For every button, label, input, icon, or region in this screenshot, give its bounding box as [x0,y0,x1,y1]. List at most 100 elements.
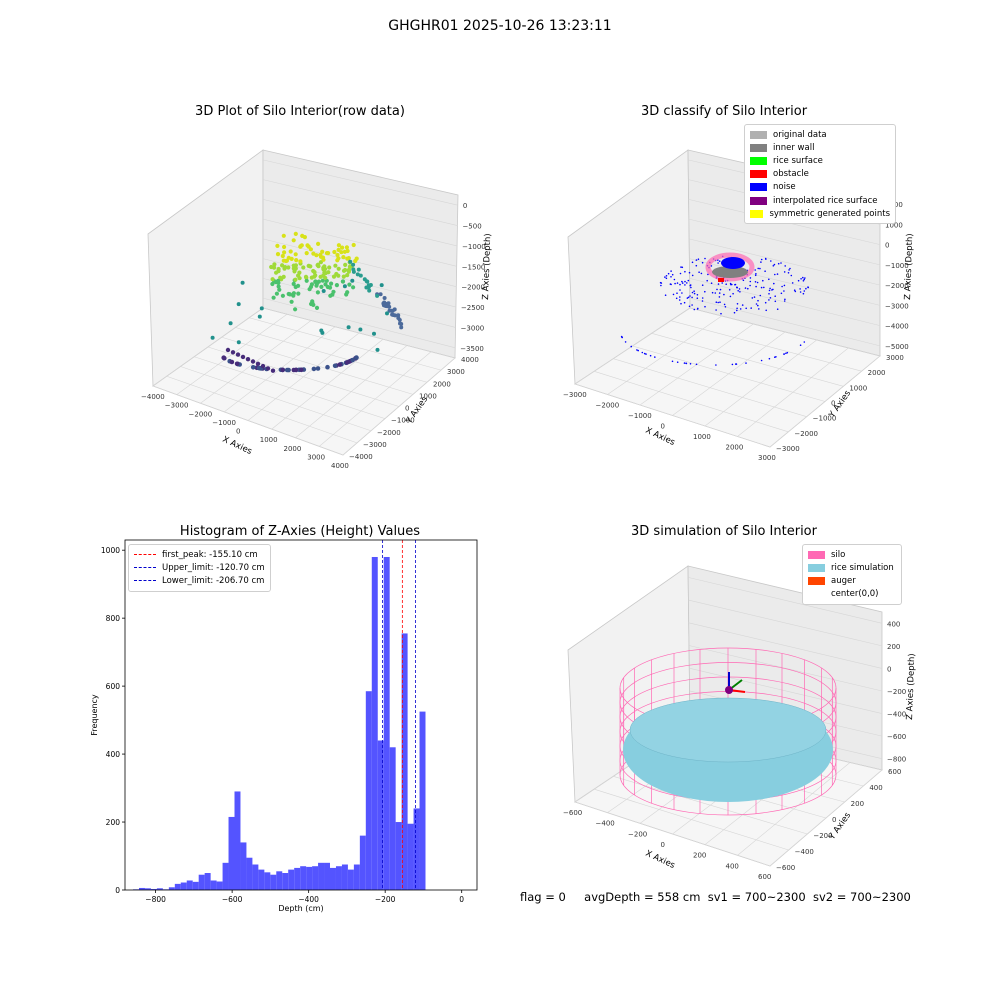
y-tick-label: −1000 [391,417,415,425]
p1-point [289,299,294,304]
p1-point [281,258,286,263]
p1-point [339,361,344,367]
p2-noise-point [706,264,709,267]
p2-noise-point [768,293,770,295]
p1-point [306,244,311,249]
p2-noise-point [721,255,724,258]
histogram-bar [365,691,372,890]
p2-noise-point [734,283,736,286]
p2-noise-point [729,282,732,285]
p2-noise-point [760,286,763,289]
p1-point [291,367,297,373]
p1-point [284,258,289,264]
p1-point [323,275,328,280]
p1-point [382,300,387,305]
p-grid-x [319,351,432,447]
p2-noise-point [701,284,704,287]
silo-ring [619,691,837,772]
p-grid-y [194,356,386,419]
p1-point [308,264,313,269]
p4-grid [574,577,883,867]
p1-point [274,270,279,275]
p2-noise-point [665,277,668,280]
p1-point [269,264,274,270]
p2-noise-point [729,265,731,267]
p2-noise-point [734,274,737,276]
p-grid-y [670,320,862,372]
p3-legend-label: Lower_limit: -206.70 cm [162,575,265,586]
y-tick-label: 3000 [447,368,465,376]
p2-noise-point [719,288,722,291]
rice-top [629,697,827,763]
p1-point [264,366,269,372]
p2-noise-point [710,282,713,285]
p2-noise-point [749,277,752,279]
p-grid-x [200,320,312,404]
p2-legend-label: symmetric generated points [769,208,890,219]
histogram-bar [353,864,360,890]
p1-point [398,321,402,326]
p2-noise-point [670,283,672,286]
p1-point [236,302,241,307]
p2-noise-point [754,281,757,283]
p1-point [334,271,339,277]
p1-point [270,277,275,282]
p1-point [344,360,350,365]
p2-noise-point [707,273,709,276]
p2-noise-point [788,269,790,271]
silo-ring [619,676,837,758]
p1-point [303,274,309,279]
p2-noise-point [704,290,706,293]
p1-point [351,267,356,272]
panel3-title: Histogram of Z-Axies (Height) Values [179,524,421,539]
z-tick-label: 0 [885,242,889,250]
p4-legend: silo rice simulation auger center(0,0) [802,544,902,605]
x-tick-label: −200 [628,830,647,838]
panel1-title: 3D Plot of Silo Interior(row data) [195,104,405,119]
p2-noise-point [750,307,752,309]
p1-point [330,292,335,297]
p1-point [259,306,264,311]
p2-noise-point [757,304,759,307]
p2-noise-point [797,279,800,282]
p1-point [286,265,291,270]
x-tick-label: −1000 [628,412,652,420]
p1-point [323,282,328,287]
p2-noise-point [764,301,767,304]
x-tick-label: −400 [596,820,615,828]
p1-point [308,284,314,289]
p1-point [210,335,215,340]
z-tick-label: −3000 [885,302,909,310]
y-tick-label: 2000 [868,369,886,377]
histogram-bar [228,816,235,890]
p1-point [250,359,256,364]
p1-point [296,273,301,278]
p2-noise-point [741,278,744,280]
p2-zlabel: Z Axies (Depth) [903,233,915,300]
x-tick-label: 4000 [331,462,349,470]
z-tick-label: −5000 [885,343,909,351]
p2-noise-point [781,285,783,288]
p1-point [344,360,350,365]
p1-point [311,366,317,372]
p2-noise-point [679,296,681,298]
p2-noise-point [723,293,725,296]
p2-noise-point [683,362,686,364]
p2-legend-swatch [750,156,767,165]
p2-noise-point [676,282,679,284]
p1-point [257,366,263,371]
p1-point [228,321,233,326]
p-grid-x [574,724,691,803]
x-tick-label: 0 [459,895,464,904]
histogram-bar [282,873,289,890]
p1-point [324,251,330,256]
p2-noise-point [664,276,666,278]
panel2-title: 3D classify of Silo Interior [640,104,808,119]
p-grid-x [737,762,851,856]
p1-point [364,279,369,284]
p2-noise-point [685,362,688,365]
histogram-bar [150,888,157,890]
p2-noise-point [735,363,737,365]
p2-noise-point [751,297,754,299]
p1-point [351,285,356,290]
